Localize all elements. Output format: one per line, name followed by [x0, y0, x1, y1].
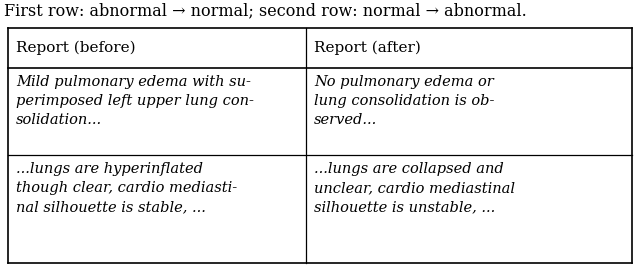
Text: No pulmonary edema or
lung consolidation is ob-
served...: No pulmonary edema or lung consolidation…	[314, 75, 495, 127]
Text: ...lungs are collapsed and
unclear, cardio mediastinal
silhouette is unstable, .: ...lungs are collapsed and unclear, card…	[314, 162, 515, 214]
Text: ...lungs are hyperinflated
though clear, cardio mediasti-
nal silhouette is stab: ...lungs are hyperinflated though clear,…	[16, 162, 237, 214]
Text: Report (before): Report (before)	[16, 41, 136, 55]
Text: First row: abnormal → normal; second row: normal → abnormal.: First row: abnormal → normal; second row…	[4, 2, 527, 19]
Text: Report (after): Report (after)	[314, 41, 421, 55]
Text: Mild pulmonary edema with su-
perimposed left upper lung con-
solidation...: Mild pulmonary edema with su- perimposed…	[16, 75, 254, 127]
